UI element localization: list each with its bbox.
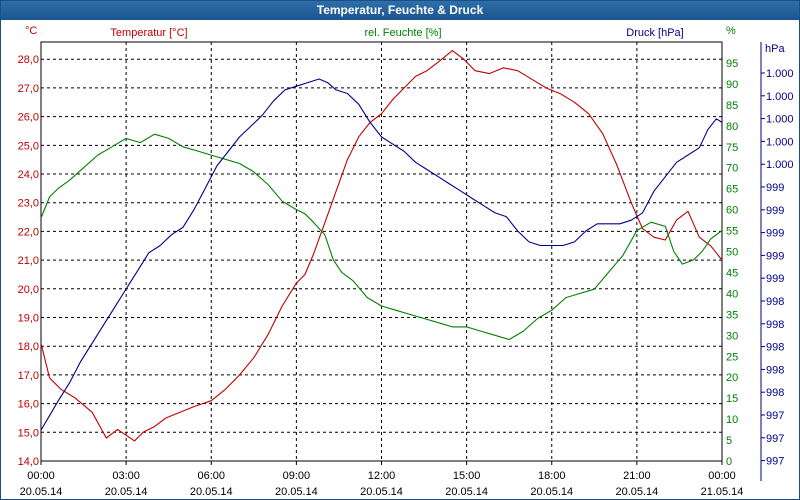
x-tick-date: 20.05.14 xyxy=(190,486,233,498)
y-tick-pressure: 997 xyxy=(766,456,784,468)
y-tick-pressure: 998 xyxy=(766,296,784,308)
y-tick-pressure: 999 xyxy=(766,205,784,217)
y-tick-pressure: 998 xyxy=(766,387,784,399)
y-unit-pressure: hPa xyxy=(765,43,785,55)
y-tick-humidity: 75 xyxy=(726,142,738,154)
y-tick-temperature: 20,0 xyxy=(18,284,39,296)
legend-humidity: rel. Feuchte [%] xyxy=(364,27,441,39)
y-tick-pressure: 998 xyxy=(766,342,784,354)
y-tick-pressure: 999 xyxy=(766,273,784,285)
y-unit-temperature: °C xyxy=(25,25,37,37)
y-tick-pressure: 1.000 xyxy=(766,136,794,148)
x-tick-time: 21:00 xyxy=(623,470,651,482)
x-tick-date: 20.05.14 xyxy=(20,486,63,498)
y-tick-pressure: 997 xyxy=(766,433,784,445)
window-title: Temperatur, Feuchte & Druck xyxy=(1,1,799,20)
y-tick-temperature: 27,0 xyxy=(18,83,39,95)
x-tick-time: 00:00 xyxy=(27,470,55,482)
series-line-humidity xyxy=(40,133,723,341)
y-tick-humidity: 25 xyxy=(726,351,738,363)
y-tick-temperature: 16,0 xyxy=(18,399,39,411)
y-tick-temperature: 28,0 xyxy=(18,54,39,66)
y-tick-temperature: 18,0 xyxy=(18,341,39,353)
y-tick-humidity: 95 xyxy=(726,58,738,70)
y-tick-temperature: 23,0 xyxy=(18,198,39,210)
y-tick-humidity: 15 xyxy=(726,393,738,405)
y-tick-pressure: 1.000 xyxy=(766,68,794,80)
y-tick-temperature: 17,0 xyxy=(18,370,39,382)
y-tick-humidity: 50 xyxy=(726,247,738,259)
y-tick-temperature: 22,0 xyxy=(18,226,39,238)
y-tick-pressure: 997 xyxy=(766,410,784,422)
y-tick-humidity: 65 xyxy=(726,184,738,196)
y-tick-humidity: 60 xyxy=(726,205,738,217)
x-tick-time: 06:00 xyxy=(197,470,225,482)
y-tick-humidity: 55 xyxy=(726,226,738,238)
series-line-temperature xyxy=(40,50,723,442)
legend-temperature: Temperatur [°C] xyxy=(110,27,187,39)
chart-area: 00:00 20.05.14 03:00 20.05.14 06:00 20.05.14 0… xyxy=(18,25,794,498)
y-tick-pressure: 999 xyxy=(766,250,784,262)
x-tick-time: 00:00 xyxy=(708,470,736,482)
y-tick-pressure: 999 xyxy=(766,228,784,240)
y-tick-temperature: 15,0 xyxy=(18,427,39,439)
x-tick-time: 18:00 xyxy=(538,470,566,482)
x-tick-date: 20.05.14 xyxy=(275,486,318,498)
x-tick-date: 20.05.14 xyxy=(530,486,573,498)
y-tick-pressure: 1.000 xyxy=(766,159,794,171)
legend-pressure: Druck [hPa] xyxy=(626,27,683,39)
y-tick-pressure: 1.000 xyxy=(766,114,794,126)
y-tick-humidity: 5 xyxy=(726,435,732,447)
series-line-pressure xyxy=(40,78,723,431)
y-tick-humidity: 30 xyxy=(726,330,738,342)
x-tick-date: 21.05.14 xyxy=(701,486,744,498)
y-tick-pressure: 1.000 xyxy=(766,91,794,103)
x-tick-time: 15:00 xyxy=(453,470,481,482)
x-tick-date: 20.05.14 xyxy=(360,486,403,498)
y-tick-temperature: 19,0 xyxy=(18,313,39,325)
y-tick-humidity: 85 xyxy=(726,100,738,112)
y-tick-humidity: 10 xyxy=(726,414,738,426)
y-tick-temperature: 26,0 xyxy=(18,112,39,124)
y-tick-humidity: 70 xyxy=(726,163,738,175)
y-tick-humidity: 45 xyxy=(726,267,738,279)
x-tick-date: 20.05.14 xyxy=(615,486,658,498)
x-tick-time: 03:00 xyxy=(112,470,140,482)
y-tick-pressure: 999 xyxy=(766,182,784,194)
y-unit-humidity: % xyxy=(726,25,736,37)
y-tick-humidity: 90 xyxy=(726,79,738,91)
y-tick-humidity: 35 xyxy=(726,309,738,321)
y-tick-temperature: 25,0 xyxy=(18,140,39,152)
y-tick-temperature: 21,0 xyxy=(18,255,39,267)
x-tick-time: 09:00 xyxy=(283,470,311,482)
y-tick-pressure: 998 xyxy=(766,364,784,376)
y-tick-humidity: 80 xyxy=(726,121,738,133)
y-tick-humidity: 20 xyxy=(726,372,738,384)
x-tick-date: 20.05.14 xyxy=(445,486,488,498)
y-tick-temperature: 24,0 xyxy=(18,169,39,181)
x-tick-date: 20.05.14 xyxy=(105,486,148,498)
y-tick-humidity: 0 xyxy=(726,456,732,468)
y-tick-pressure: 998 xyxy=(766,319,784,331)
x-tick-time: 12:00 xyxy=(368,470,396,482)
y-tick-temperature: 14,0 xyxy=(18,456,39,468)
y-tick-humidity: 40 xyxy=(726,288,738,300)
